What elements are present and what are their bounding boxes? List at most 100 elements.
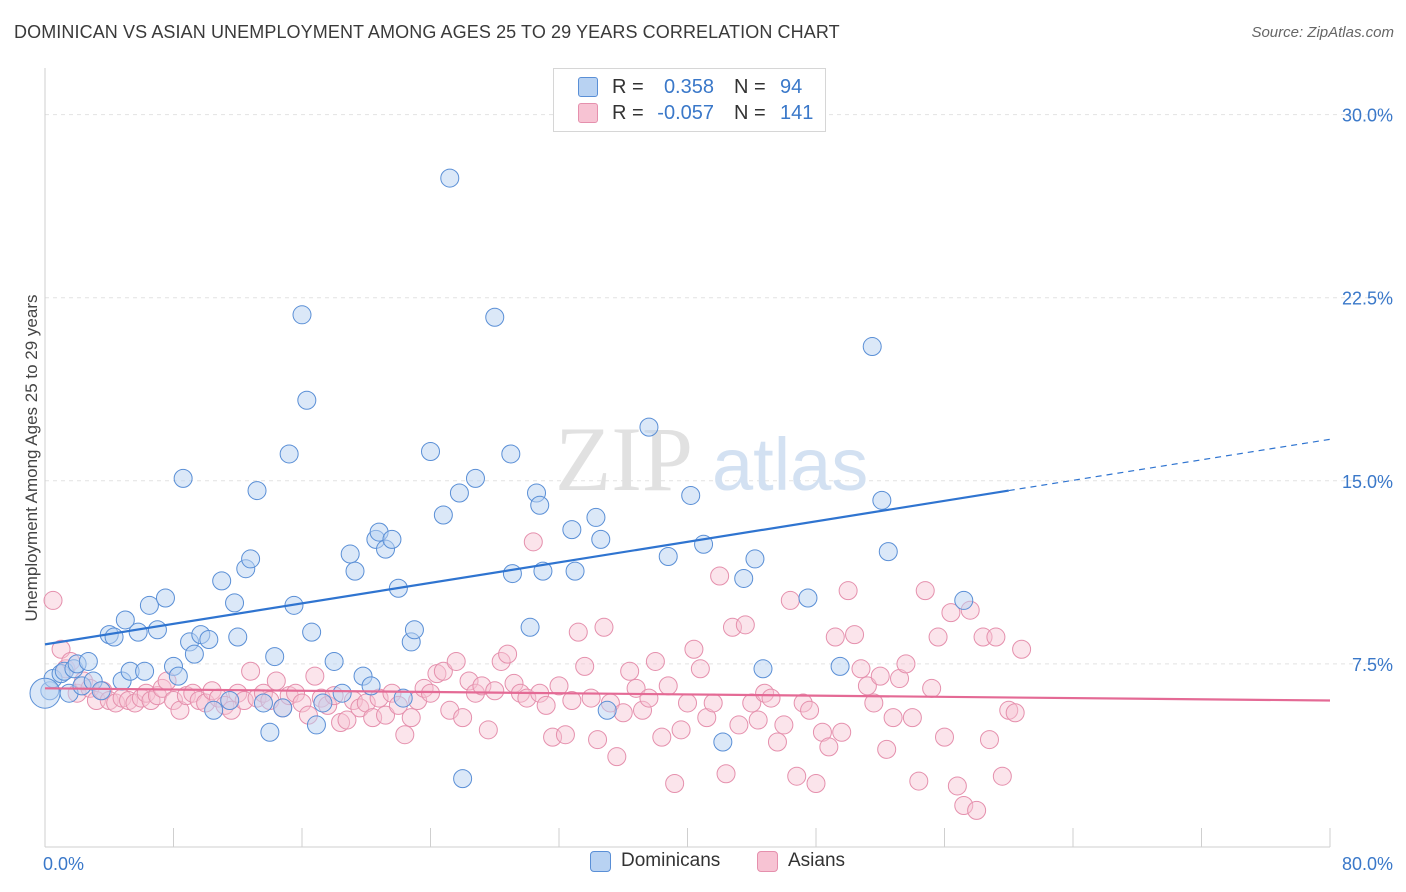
asian-point (915, 581, 935, 601)
dominican-point (228, 627, 248, 647)
dominican-point (872, 490, 892, 510)
asian-point (305, 666, 325, 686)
asian-point (986, 627, 1006, 647)
asian-point (536, 695, 556, 715)
legend-row-asians: R = -0.057 N = 141 (578, 100, 813, 126)
dominican-point (382, 529, 402, 549)
y-tick-label: 30.0% (1342, 106, 1393, 126)
asian-point (613, 703, 633, 723)
asian-point (337, 710, 357, 730)
dominican-point (225, 593, 245, 613)
asian-point (832, 722, 852, 742)
dominican-point (292, 305, 312, 325)
dominican-point (421, 442, 440, 462)
dominican-point (520, 617, 540, 637)
dominicans-points (29, 168, 974, 789)
dominican-point (393, 688, 413, 708)
dominican-point (591, 529, 611, 549)
dominican-point (253, 693, 273, 713)
asian-point (421, 683, 440, 703)
asian-point (780, 590, 800, 610)
dominican-point (745, 549, 765, 569)
dominican-point (324, 651, 344, 671)
asians-trend-line (44, 687, 1331, 702)
watermark: ZIP atlas (555, 408, 868, 510)
dominican-point (878, 542, 898, 562)
dominican-point (440, 168, 460, 188)
dominican-point (168, 666, 188, 686)
asian-point (633, 700, 653, 720)
dominican-point (830, 656, 850, 676)
legend-n-value: 141 (780, 101, 814, 124)
asian-point (954, 795, 974, 815)
dominican-point (753, 659, 773, 679)
asian-point (710, 566, 730, 586)
asian-point (806, 774, 826, 794)
asian-point (401, 708, 421, 728)
asian-point (684, 639, 704, 659)
asian-point (141, 691, 161, 711)
asian-point (793, 693, 813, 713)
trend-lines (44, 438, 1331, 702)
asian-point (652, 727, 672, 747)
dominican-point (265, 647, 285, 667)
dominican-point (734, 568, 754, 588)
asian-point (588, 730, 608, 750)
asian-point (928, 627, 948, 647)
dominican-point (29, 677, 61, 709)
dominican-point (502, 564, 522, 584)
asian-point (902, 708, 922, 728)
asian-point (838, 581, 858, 601)
asian-point (523, 532, 543, 552)
asian-point (825, 627, 845, 647)
asian-point (947, 776, 967, 796)
asian-point (909, 771, 929, 791)
dominican-point (530, 495, 550, 515)
legend-row-dominicans: R = 0.358 N = 94 (578, 74, 802, 100)
legend-swatch-dominicans (590, 850, 611, 872)
dominican-point (332, 683, 352, 703)
asian-point (453, 708, 473, 728)
dominican-point (115, 610, 135, 630)
dominican-point (433, 505, 453, 525)
asian-point (870, 666, 890, 686)
asian-point (896, 654, 916, 674)
asian-point (594, 617, 614, 637)
dominican-point (128, 622, 148, 642)
dominican-point (155, 588, 175, 608)
asian-point (472, 676, 492, 696)
dominican-point (586, 507, 606, 527)
dominican-point (404, 620, 424, 640)
asian-point (941, 603, 961, 623)
asian-point (1005, 703, 1025, 723)
asian-point (43, 590, 63, 610)
dominican-point (302, 622, 322, 642)
asian-point (164, 691, 183, 711)
dominican-point (78, 651, 98, 671)
dominican-point (453, 769, 473, 789)
correlation-legend: R = 0.358 N = 94 R = -0.057 N = 141 (553, 68, 826, 132)
asian-point (851, 659, 871, 679)
dominican-point (184, 644, 204, 664)
x-tick-label: 0.0% (43, 854, 84, 874)
asian-point (1012, 639, 1032, 659)
asian-point (433, 661, 453, 681)
dominican-point (798, 588, 818, 608)
asian-point (350, 698, 370, 718)
dominican-point (501, 444, 521, 464)
asian-point (607, 747, 627, 767)
series-legend: Dominicans Asians (0, 850, 1406, 880)
dominican-point (465, 468, 485, 488)
asian-point (877, 739, 897, 759)
dominican-point (862, 337, 882, 357)
legend-n-label: N = (734, 75, 766, 98)
dominican-point (485, 307, 505, 327)
asian-point (446, 651, 466, 671)
dominican-point (91, 681, 111, 701)
legend-swatch-dominicans (578, 77, 598, 97)
dominican-point (212, 571, 232, 591)
asian-point (755, 683, 775, 703)
dominican-point (147, 620, 167, 640)
asian-point (922, 678, 942, 698)
x-tick-label: 80.0% (1342, 854, 1393, 874)
